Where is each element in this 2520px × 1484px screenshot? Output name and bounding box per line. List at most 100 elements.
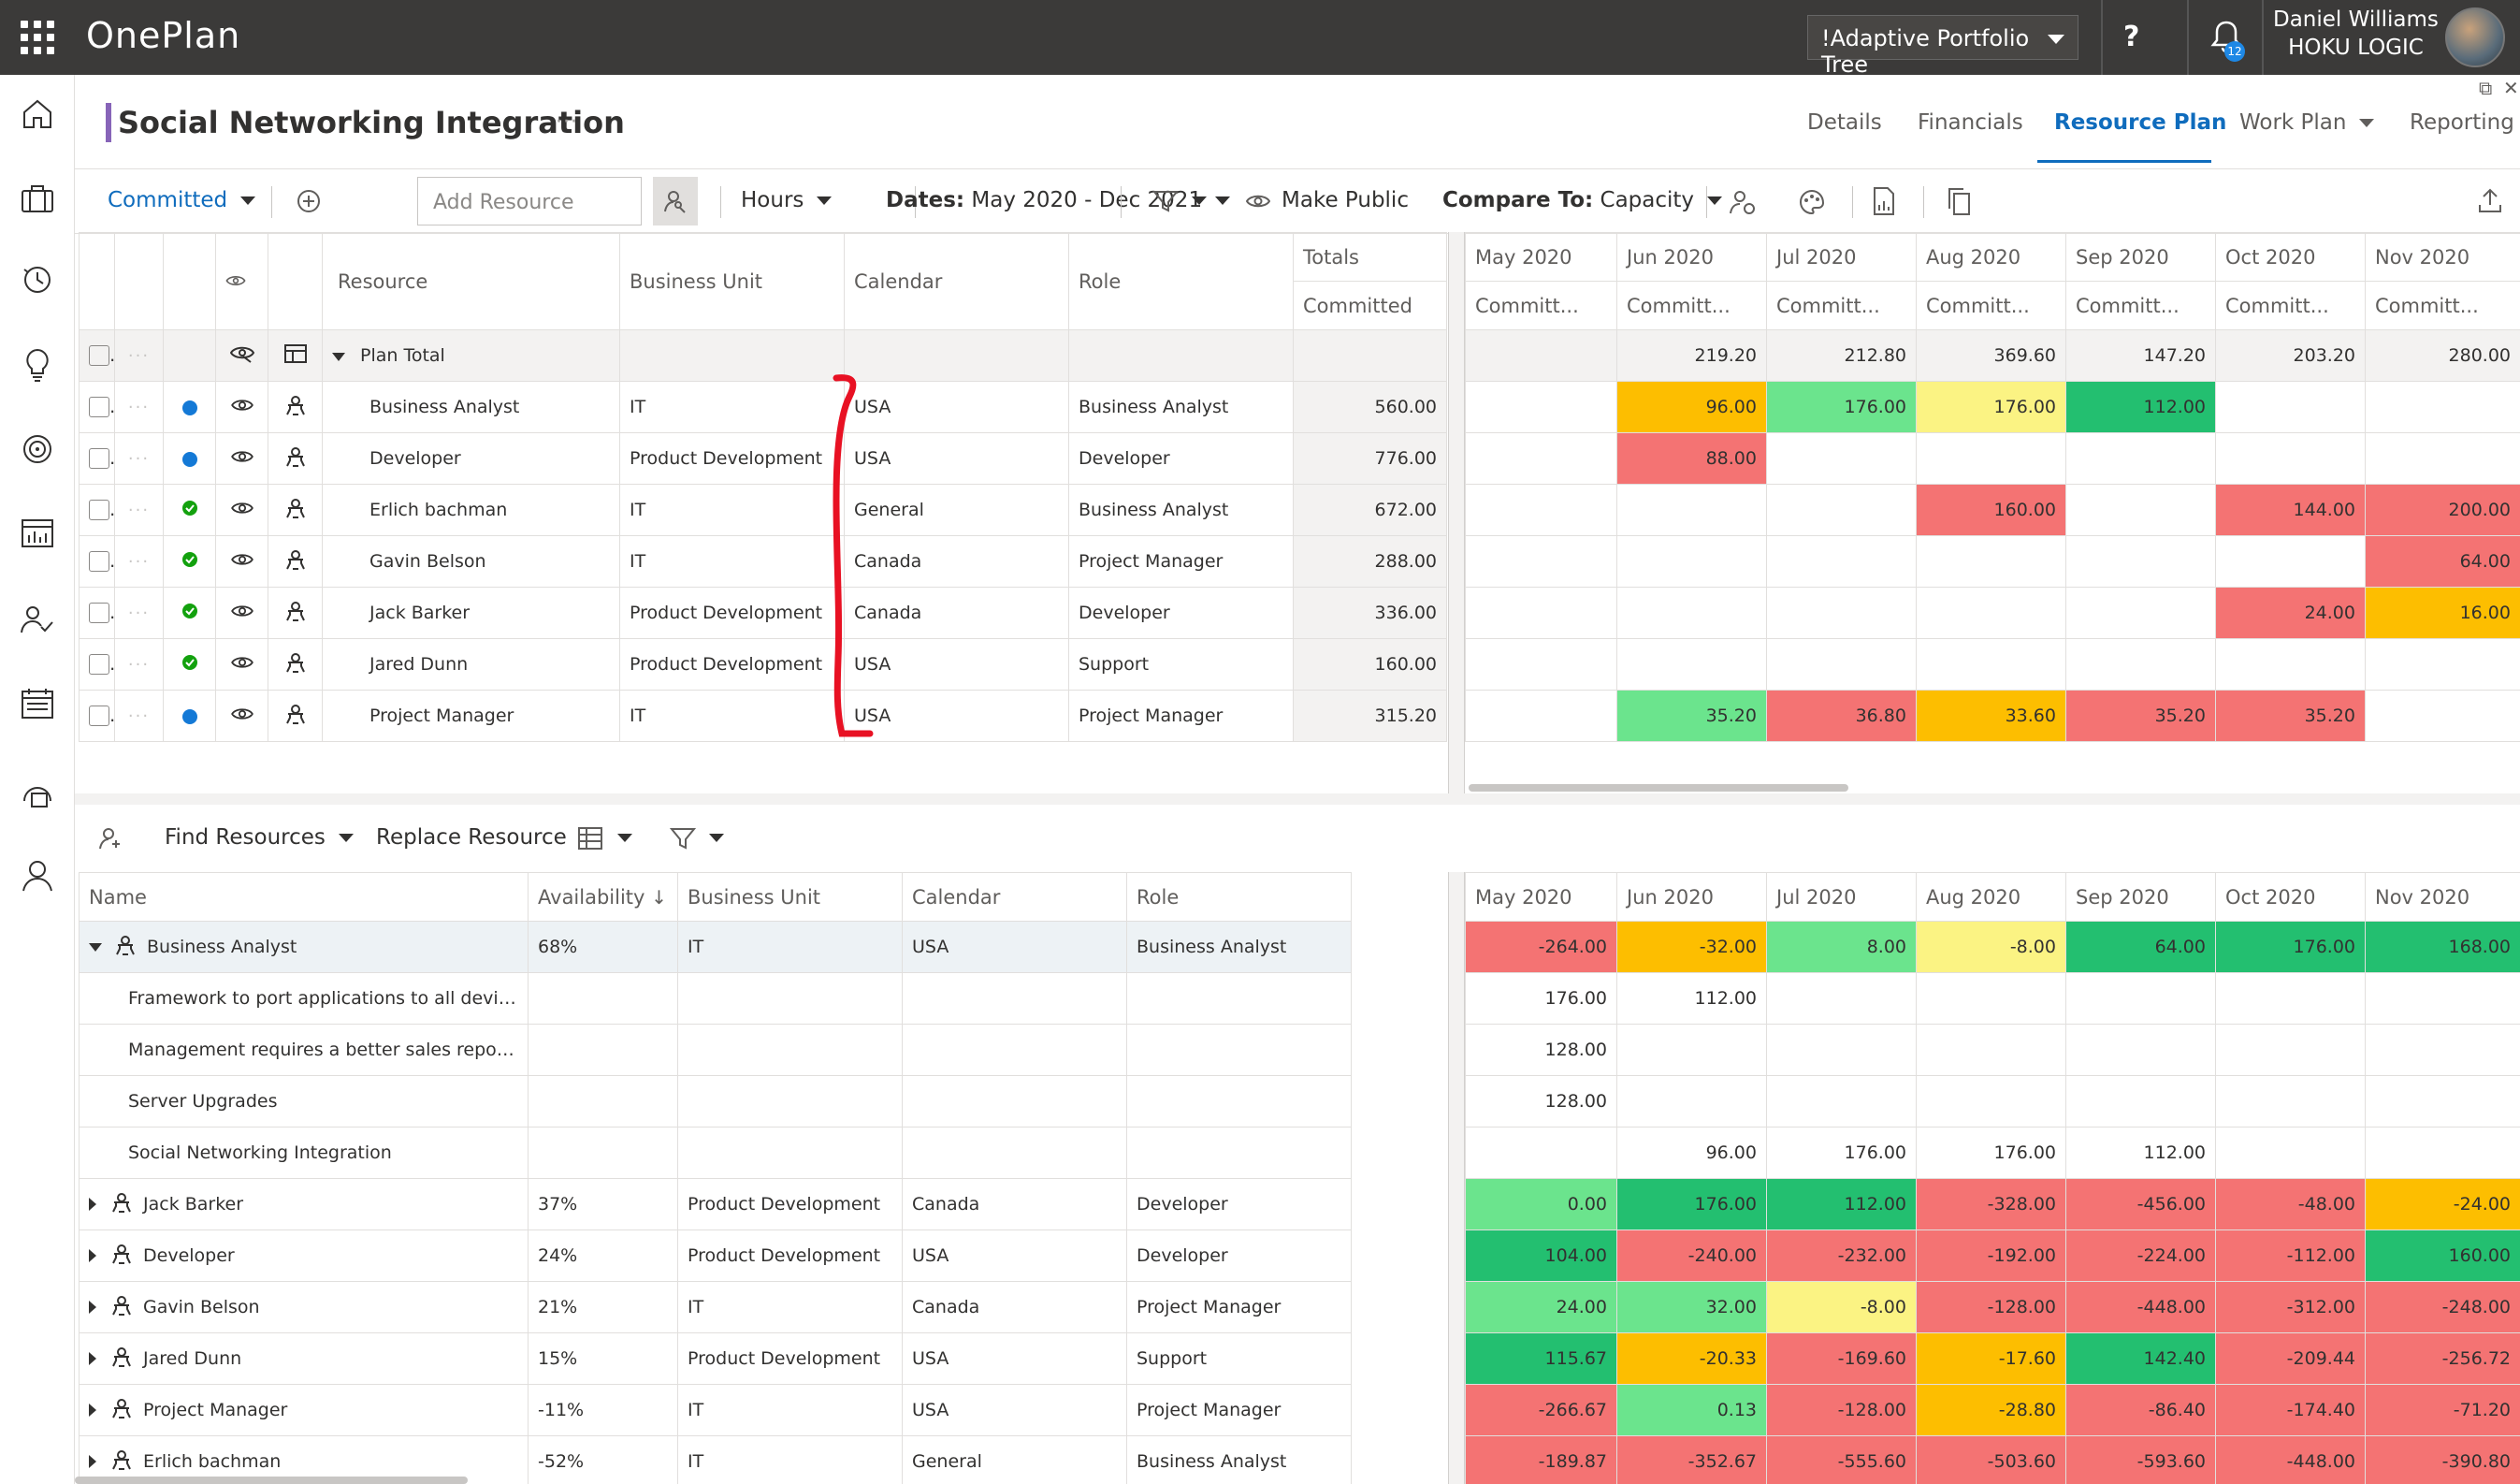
month-value-cell[interactable] bbox=[1465, 638, 1617, 691]
month-value-cell[interactable]: -128.00 bbox=[1766, 1384, 1917, 1436]
portfolio-selector[interactable]: !Adaptive Portfolio Tree bbox=[1807, 15, 2078, 78]
report-document-icon[interactable] bbox=[1871, 186, 1897, 216]
month-value-cell[interactable] bbox=[2365, 1127, 2520, 1179]
table-row[interactable]: ··· Jack Barker Product Development Canada D… bbox=[79, 587, 1447, 639]
month-value-cell[interactable]: 112.00 bbox=[1616, 972, 1767, 1025]
people-check-icon[interactable] bbox=[19, 601, 56, 638]
tab-financials[interactable]: Financials bbox=[1918, 110, 2023, 135]
month-value-cell[interactable] bbox=[2365, 972, 2520, 1025]
month-value-cell[interactable] bbox=[2065, 1075, 2216, 1128]
collapse-icon[interactable] bbox=[332, 353, 345, 361]
name-cell[interactable]: Business Analyst bbox=[79, 921, 529, 973]
month-value-cell[interactable] bbox=[1766, 638, 1917, 691]
month-value-cell[interactable] bbox=[1766, 484, 1917, 536]
resource-group-row[interactable]: Erlich bachman -52% IT General Business Anal… bbox=[79, 1435, 1447, 1484]
filter-dropdown[interactable] bbox=[669, 825, 724, 851]
month-value-cell[interactable] bbox=[2365, 432, 2520, 485]
month-value-cell[interactable]: 176.00 bbox=[1616, 1178, 1767, 1230]
month-value-cell[interactable]: 115.67 bbox=[1465, 1332, 1617, 1385]
resource-group-row[interactable]: Business Analyst 68% IT USA Business Analyst bbox=[79, 921, 1447, 973]
row-actions[interactable]: ··· bbox=[114, 535, 164, 588]
add-resource-input[interactable]: Add Resource bbox=[417, 177, 642, 226]
expand-icon[interactable] bbox=[89, 1301, 96, 1314]
month-value-cell[interactable] bbox=[2215, 535, 2366, 588]
month-value-cell[interactable]: -503.60 bbox=[1916, 1435, 2066, 1484]
copy-icon[interactable] bbox=[1946, 186, 1972, 216]
month-value-cell[interactable]: 128.00 bbox=[1465, 1075, 1617, 1128]
grid-view-dropdown[interactable] bbox=[578, 825, 632, 850]
month-value-cell[interactable]: 96.00 bbox=[1616, 1127, 1767, 1179]
row-checkbox[interactable] bbox=[79, 638, 115, 691]
month-value-cell[interactable]: -456.00 bbox=[2065, 1178, 2216, 1230]
plan-total-label[interactable]: Plan Total bbox=[322, 329, 620, 382]
expand-icon[interactable] bbox=[89, 1249, 96, 1262]
collapse-icon[interactable] bbox=[89, 942, 102, 952]
month-value-cell[interactable] bbox=[2365, 690, 2520, 742]
month-value-cell[interactable] bbox=[1616, 1024, 1767, 1076]
table-row[interactable]: ··· Developer Product Development USA Develo… bbox=[79, 432, 1447, 485]
month-value-cell[interactable] bbox=[2215, 1075, 2366, 1128]
month-value-cell[interactable]: 64.00 bbox=[2065, 921, 2216, 973]
month-value-cell[interactable]: 112.00 bbox=[1766, 1178, 1917, 1230]
month-value-cell[interactable] bbox=[1465, 1127, 1617, 1179]
month-value-cell[interactable]: -174.40 bbox=[2215, 1384, 2366, 1436]
tab-resource-plan[interactable]: Resource Plan bbox=[2054, 110, 2227, 135]
calendar-header[interactable]: Calendar bbox=[844, 232, 1069, 330]
popout-icon[interactable]: ⧉ bbox=[2479, 77, 2493, 99]
row-actions[interactable]: ··· bbox=[114, 638, 164, 691]
grid-layout-icon[interactable] bbox=[268, 329, 323, 382]
project-row[interactable]: Social Networking Integration bbox=[79, 1127, 1447, 1179]
month-value-cell[interactable]: 35.20 bbox=[2215, 690, 2366, 742]
month-value-cell[interactable]: 176.00 bbox=[2215, 921, 2366, 973]
visibility-mixed-icon[interactable] bbox=[215, 329, 268, 382]
month-value-cell[interactable]: -390.80 bbox=[2365, 1435, 2520, 1484]
month-value-cell[interactable] bbox=[2065, 972, 2216, 1025]
month-value-cell[interactable] bbox=[1465, 432, 1617, 485]
month-value-cell[interactable] bbox=[1766, 432, 1917, 485]
month-value-cell[interactable]: 160.00 bbox=[2365, 1229, 2520, 1282]
row-checkbox[interactable] bbox=[79, 690, 115, 742]
month-value-cell[interactable]: -209.44 bbox=[2215, 1332, 2366, 1385]
row-actions[interactable]: ··· bbox=[114, 329, 164, 382]
table-row[interactable]: ··· Gavin Belson IT Canada Project Manager 28… bbox=[79, 535, 1447, 588]
expand-icon[interactable] bbox=[89, 1198, 96, 1211]
month-value-cell[interactable]: 144.00 bbox=[2215, 484, 2366, 536]
month-value-cell[interactable]: -8.00 bbox=[1916, 921, 2066, 973]
business-unit-header[interactable]: Business Unit bbox=[677, 872, 903, 922]
month-value-cell[interactable] bbox=[1916, 432, 2066, 485]
month-value-cell[interactable]: -17.60 bbox=[1916, 1332, 2066, 1385]
help-button[interactable]: ? bbox=[2123, 21, 2140, 53]
find-resources-dropdown[interactable]: Find Resources bbox=[165, 825, 354, 850]
month-value-cell[interactable]: 112.00 bbox=[2065, 1127, 2216, 1179]
month-value-cell[interactable] bbox=[1616, 1075, 1767, 1128]
tab-reporting[interactable]: Reporting bbox=[2410, 110, 2514, 135]
month-value-cell[interactable]: -248.00 bbox=[2365, 1281, 2520, 1333]
row-actions[interactable]: ··· bbox=[114, 690, 164, 742]
resource-header[interactable]: Resource bbox=[322, 232, 620, 330]
person-settings-icon[interactable] bbox=[1729, 188, 1757, 216]
add-circle-icon[interactable] bbox=[296, 188, 322, 214]
month-value-cell[interactable] bbox=[2065, 638, 2216, 691]
month-value-cell[interactable] bbox=[2365, 1024, 2520, 1076]
horizontal-scrollbar[interactable] bbox=[75, 1477, 468, 1484]
month-value-cell[interactable] bbox=[2215, 972, 2366, 1025]
month-value-cell[interactable] bbox=[2215, 638, 2366, 691]
month-value-cell[interactable] bbox=[1916, 638, 2066, 691]
resource-cell[interactable]: Business Analyst bbox=[322, 381, 620, 433]
project-row[interactable]: Management requires a better sales repor… bbox=[79, 1024, 1447, 1076]
month-value-cell[interactable] bbox=[2215, 432, 2366, 485]
eye-icon[interactable] bbox=[215, 432, 268, 485]
target-icon[interactable] bbox=[19, 430, 56, 468]
month-value-cell[interactable]: -128.00 bbox=[1916, 1281, 2066, 1333]
role-header[interactable]: Role bbox=[1126, 872, 1352, 922]
month-value-cell[interactable]: -266.67 bbox=[1465, 1384, 1617, 1436]
row-checkbox[interactable] bbox=[79, 484, 115, 536]
table-row[interactable]: ··· Business Analyst IT USA Business Analyst… bbox=[79, 381, 1447, 433]
add-resource-button[interactable] bbox=[653, 177, 698, 226]
month-value-cell[interactable]: 0.13 bbox=[1616, 1384, 1767, 1436]
month-value-cell[interactable]: -352.67 bbox=[1616, 1435, 1767, 1484]
report-icon[interactable] bbox=[19, 515, 56, 552]
month-value-cell[interactable]: 8.00 bbox=[1766, 921, 1917, 973]
month-value-cell[interactable]: 200.00 bbox=[2365, 484, 2520, 536]
month-value-cell[interactable]: -448.00 bbox=[2215, 1435, 2366, 1484]
